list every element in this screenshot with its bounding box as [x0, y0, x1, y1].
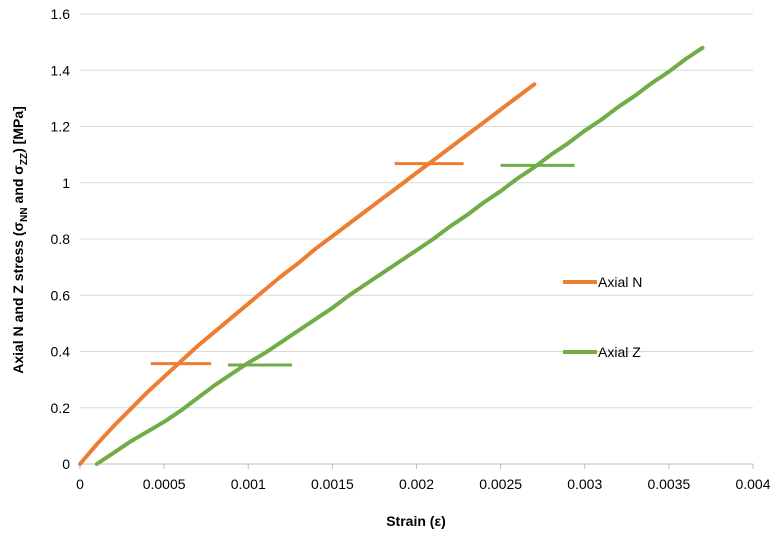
y-axis-title-sub1: NN	[19, 207, 30, 221]
y-tick-label: 1	[62, 175, 70, 191]
marker-segments	[150, 162, 575, 367]
y-tick-label: 0	[62, 456, 70, 472]
x-tick-label: 0.0035	[647, 476, 690, 492]
y-tick-label: 1.2	[51, 119, 71, 135]
y-axis-title: Axial N and Z stress (σNN and σZZ) [MPa]	[10, 106, 30, 374]
legend: Axial N Axial Z	[563, 274, 642, 360]
y-axis-title-suffix: ) [MPa]	[10, 106, 26, 153]
y-tick-label: 0.2	[51, 400, 71, 416]
y-axis-title-sub2: ZZ	[19, 153, 30, 165]
y-tick-label: 0.4	[51, 344, 71, 360]
legend-item-axial-z: Axial Z	[563, 344, 641, 360]
series-line-axial-z	[94, 45, 705, 466]
y-tick-label: 1.6	[51, 6, 71, 22]
legend-label-axial-n: Axial N	[598, 274, 642, 290]
x-tick-label: 0.003	[567, 476, 602, 492]
legend-label-axial-z: Axial Z	[598, 344, 641, 360]
y-tick-label: 1.4	[51, 62, 71, 78]
x-axis-title: Strain (ε)	[386, 513, 446, 529]
y-tick-label: 0.6	[51, 287, 71, 303]
x-tick-label: 0.002	[399, 476, 434, 492]
x-tick-label: 0.001	[231, 476, 266, 492]
y-tick-label: 0.8	[51, 231, 71, 247]
gridlines	[80, 13, 753, 409]
tick-labels: 0 0.2 0.4 0.6 0.8 1 1.2 1.4 1.6 0 0.0005 0.001 0.001…	[51, 6, 771, 492]
legend-item-axial-n: Axial N	[563, 274, 642, 290]
series-line-axial-n	[78, 82, 537, 466]
x-tick-label: 0.0015	[311, 476, 354, 492]
series-lines	[78, 45, 705, 466]
axes	[79, 463, 754, 469]
x-tick-label: 0.0025	[479, 476, 522, 492]
y-axis-title-mid: and σ	[10, 165, 26, 208]
x-tick-label: 0	[76, 476, 84, 492]
x-tick-label: 0.0005	[143, 476, 186, 492]
x-tick-label: 0.004	[735, 476, 770, 492]
y-axis-title-prefix: Axial N and Z stress (σ	[10, 221, 26, 373]
